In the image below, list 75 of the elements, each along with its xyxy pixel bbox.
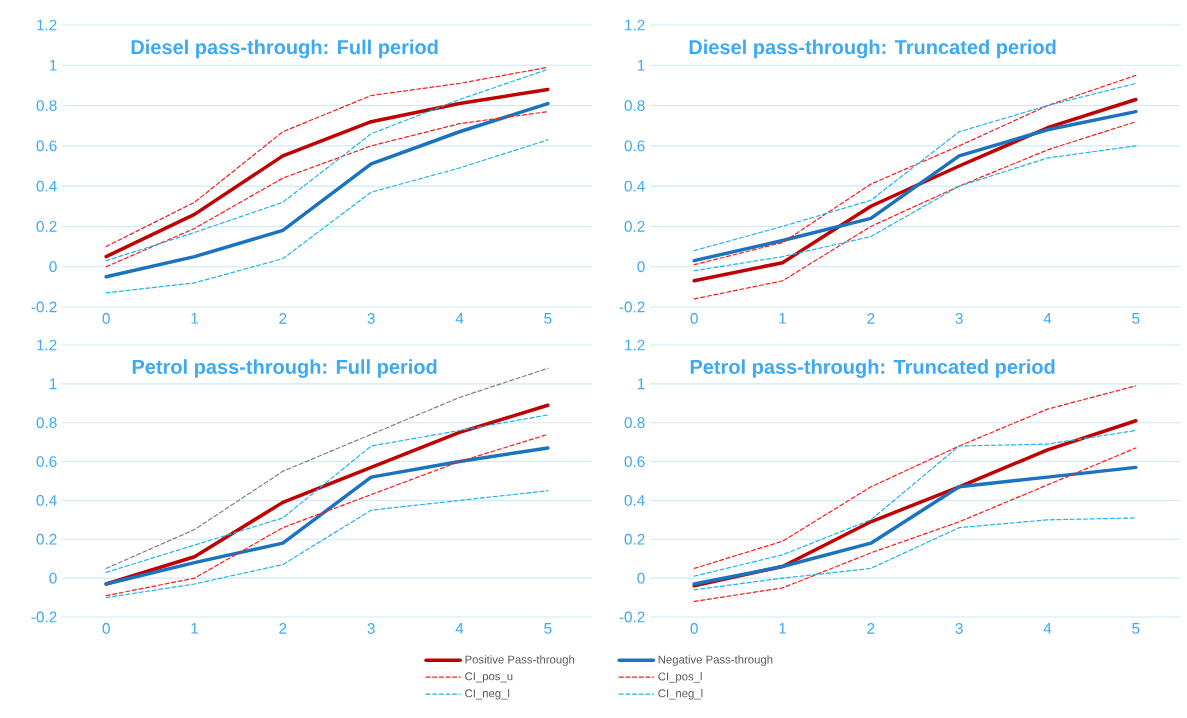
x-tick-label: 2 [279, 313, 287, 324]
y-tick-label: 1.2 [625, 19, 645, 31]
y-tick-label: 0.8 [624, 100, 645, 111]
x-tick-label: 5 [1132, 623, 1140, 634]
y-tick-label: -0.2 [31, 611, 57, 623]
line-series [693, 121, 1137, 300]
x-tick-label: 4 [455, 623, 464, 634]
y-tick-label: 1.2 [37, 19, 57, 31]
y-tick-label: 0.4 [36, 495, 57, 506]
y-tick-label: 0.4 [624, 180, 645, 192]
y-tick-label: 0 [637, 261, 645, 273]
y-tick-label: -0.2 [619, 611, 645, 623]
y-tick-label: 0.4 [624, 495, 645, 506]
x-tick-label: 3 [955, 623, 963, 634]
x-tick-label: 1 [191, 313, 199, 324]
x-tick-label: 3 [367, 623, 375, 634]
x-tick-label: 2 [279, 623, 287, 634]
y-tick-label: 1 [637, 378, 645, 390]
legend-label: CI_pos_l [658, 672, 702, 683]
y-tick-label: 0.6 [36, 456, 57, 467]
legend-label: CI_neg_l [465, 688, 510, 700]
x-tick-label: 4 [1043, 313, 1052, 324]
x-tick-label: 0 [102, 313, 110, 324]
legend-label: Positive Pass-through [465, 655, 575, 666]
x-tick-label: 2 [867, 313, 875, 324]
line-series [693, 517, 1137, 591]
y-tick-label: 0 [49, 572, 57, 584]
x-tick-label: 0 [690, 313, 698, 324]
y-tick-label: 0.8 [36, 100, 57, 111]
y-tick-label: 0 [637, 572, 645, 584]
y-tick-label: 1 [49, 60, 57, 71]
y-tick-label: 0 [49, 261, 57, 273]
line-series [105, 490, 549, 599]
x-tick-label: 4 [455, 313, 464, 324]
x-tick-label: 0 [102, 623, 110, 634]
text: Petrol pass-through: Truncated period [690, 359, 1055, 378]
y-tick-label: 1 [49, 378, 57, 390]
line-series [693, 145, 1137, 272]
legend-label: CI_neg_l [658, 688, 703, 700]
x-tick-label: 5 [544, 313, 552, 324]
y-tick-label: 1 [637, 60, 645, 71]
y-tick-label: 0.8 [624, 417, 645, 429]
text: Petrol pass-through: Full period [132, 359, 437, 378]
line-series [692, 109, 1138, 263]
y-tick-label: -0.2 [619, 301, 645, 313]
y-tick-label: 1.2 [625, 339, 645, 351]
legend-label: CI_pos_u [465, 672, 513, 683]
y-tick-label: 1.2 [37, 339, 57, 351]
y-tick-label: 0.2 [36, 221, 57, 232]
x-tick-label: 1 [779, 313, 787, 324]
y-tick-label: 0.2 [36, 533, 57, 545]
x-tick-label: 3 [367, 313, 375, 324]
y-tick-label: -0.2 [31, 301, 57, 313]
legend-label: Negative Pass-through [658, 655, 773, 666]
y-tick-label: 0.2 [624, 221, 645, 232]
y-tick-label: 0.4 [36, 180, 57, 192]
y-tick-label: 0.8 [36, 417, 57, 429]
x-tick-label: 5 [544, 623, 552, 634]
text: Diesel pass-through: Full period [131, 39, 438, 59]
x-tick-label: 3 [955, 313, 963, 324]
y-tick-label: 0.6 [36, 140, 57, 152]
x-tick-label: 1 [779, 623, 787, 634]
text: Diesel pass-through: Truncated period [689, 39, 1056, 59]
x-tick-label: 4 [1043, 623, 1052, 634]
x-tick-label: 2 [867, 623, 875, 634]
x-tick-label: 1 [191, 623, 199, 634]
line-series [692, 465, 1138, 586]
y-tick-label: 0.2 [624, 533, 645, 545]
line-series [693, 447, 1137, 603]
y-tick-label: 0.6 [624, 456, 645, 467]
x-tick-label: 0 [690, 623, 698, 634]
x-tick-label: 5 [1132, 313, 1140, 324]
line-series [693, 385, 1137, 570]
line-series [105, 139, 549, 294]
y-tick-label: 0.6 [624, 140, 645, 152]
